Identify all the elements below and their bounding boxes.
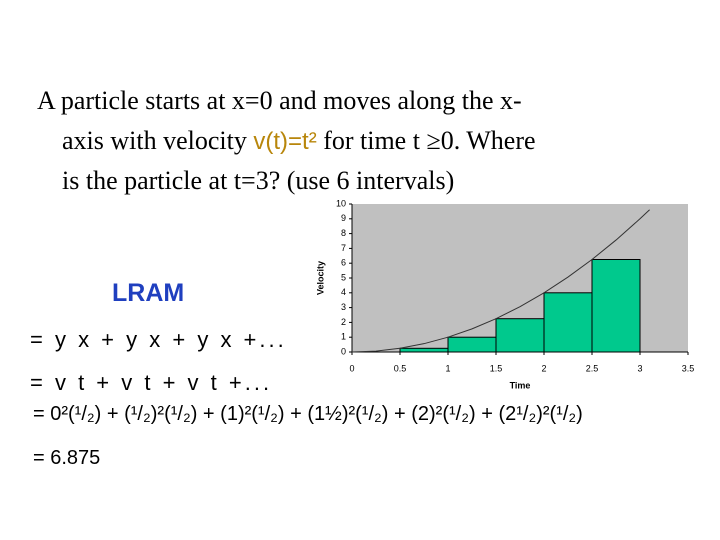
x-tick-label: 3 (637, 363, 642, 373)
y-axis-label: Velocity (315, 261, 325, 295)
question-line: is the particle at t=3? (use 6 intervals… (62, 166, 455, 195)
y-tick-label: 0 (341, 346, 346, 356)
text: for time t ≥0. Where (316, 126, 536, 155)
text: axis with velocity (62, 126, 254, 155)
x-axis-label: Time (510, 380, 531, 390)
y-tick-label: 3 (341, 302, 346, 312)
y-tick-label: 10 (336, 198, 346, 208)
y-tick-label: 5 (341, 272, 346, 282)
x-tick-label: 0.5 (394, 363, 407, 373)
y-tick-label: 9 (341, 213, 346, 223)
step: = 6.875 (33, 447, 101, 469)
x-tick-label: 0 (349, 363, 354, 373)
formula: v(t)=t² (253, 128, 317, 155)
y-tick-label: 8 (341, 228, 346, 238)
x-tick-label: 1.5 (490, 363, 503, 373)
bar (543, 292, 593, 353)
question-line: axis with velocity v(t)=t² for time t ≥0… (62, 126, 536, 156)
bar (399, 347, 449, 353)
y-tick-label: 2 (341, 317, 346, 327)
curve (351, 209, 650, 353)
step: = y x + y x + y x +... (30, 327, 287, 352)
y-tick-label: 1 (341, 332, 346, 342)
method-label: LRAM (112, 279, 185, 307)
x-tick-label: 2.5 (586, 363, 599, 373)
question-line: A particle starts at x=0 and moves along… (37, 86, 522, 115)
x-tick-label: 2 (541, 363, 546, 373)
bar (591, 259, 641, 353)
x-tick-label: 3.5 (682, 363, 695, 373)
step: = v t + v t + v t +... (30, 370, 273, 395)
bar (447, 336, 497, 353)
y-tick-label: 4 (341, 287, 346, 297)
x-tick-label: 1 (445, 363, 450, 373)
bar (495, 318, 545, 353)
step: = 0²(¹/₂) + (¹/₂)²(¹/₂) + (1)²(¹/₂) + (1… (33, 403, 583, 425)
y-tick-label: 7 (341, 243, 346, 253)
y-tick-label: 6 (341, 258, 346, 268)
